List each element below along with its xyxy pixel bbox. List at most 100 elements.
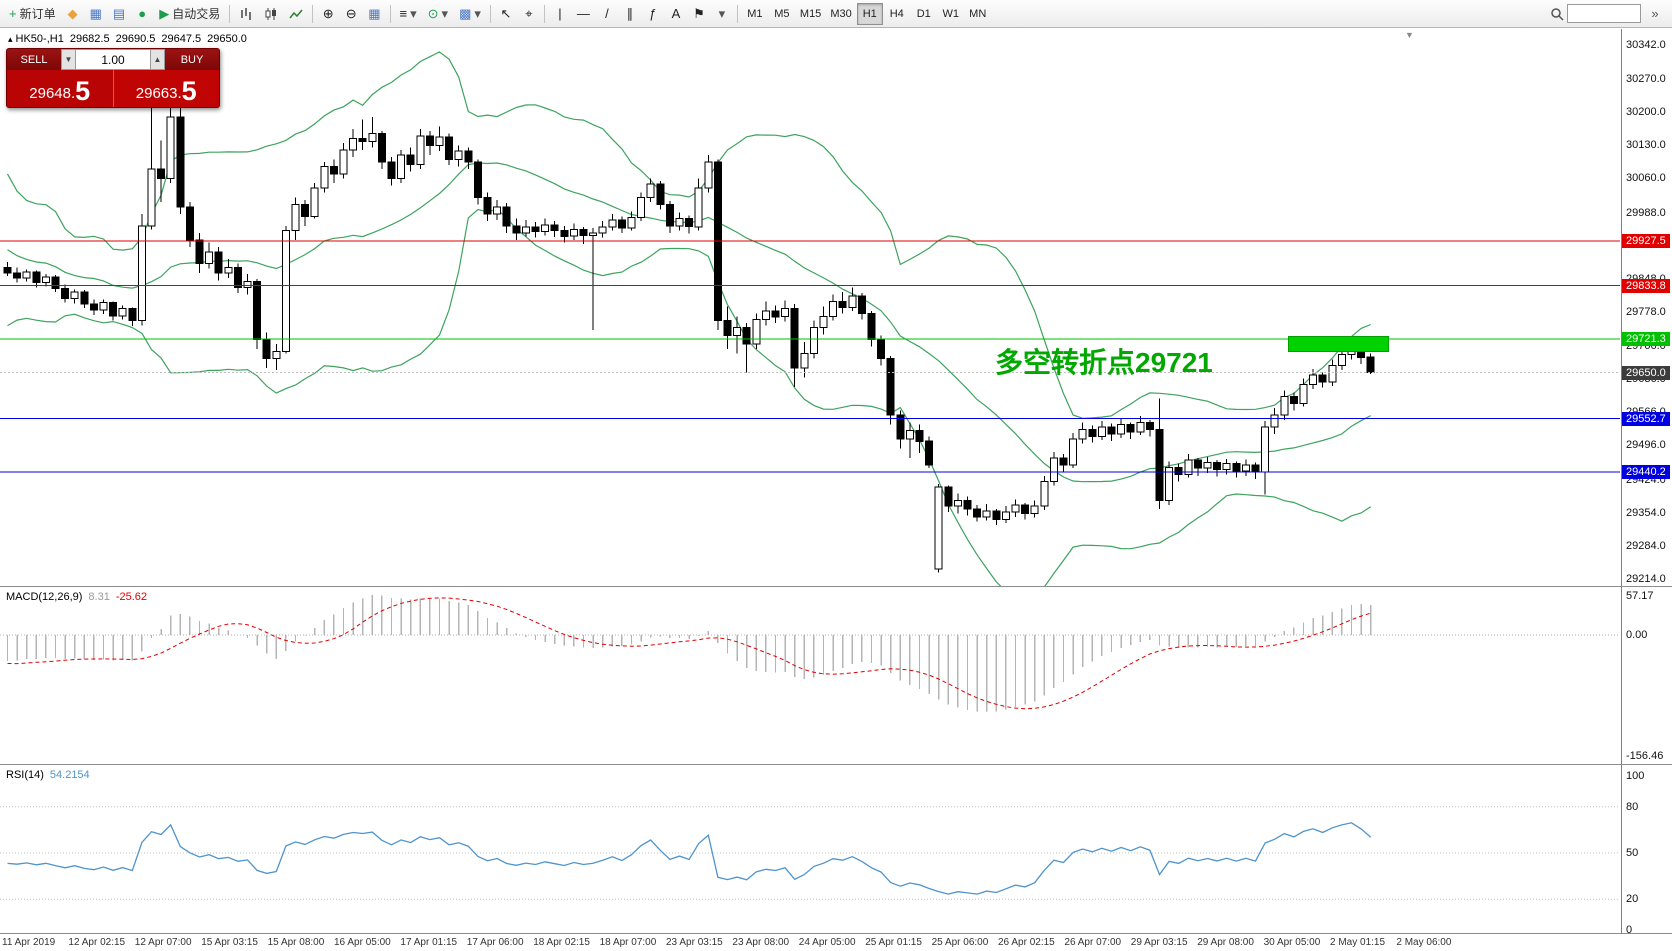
arrows-tool-button[interactable]: ⚑	[688, 3, 710, 25]
time-label: 18 Apr 07:00	[599, 937, 657, 948]
toolbar-separator	[543, 4, 545, 23]
volume-increase-button[interactable]: ▲	[150, 49, 165, 70]
timeframe-button-m30[interactable]: M30	[826, 3, 855, 25]
shapes-dropdown-button[interactable]: ▾	[711, 3, 733, 25]
buy-button[interactable]: BUY	[165, 49, 219, 70]
price-tick: 30060.0	[1626, 172, 1666, 185]
highlight-rectangle[interactable]	[1288, 336, 1389, 352]
sell-price-dot: .	[71, 85, 76, 102]
vertical-line-tool-button[interactable]: |	[549, 3, 571, 25]
timeframe-button-m1[interactable]: M1	[742, 3, 768, 25]
chart-annotation-text[interactable]: 多空转折点29721	[995, 347, 1213, 378]
play-icon: ▶	[159, 6, 170, 21]
bar-chart-mode-button[interactable]	[234, 3, 258, 25]
rsi-scale-label: 20	[1626, 893, 1639, 906]
timeframe-button-d1[interactable]: D1	[911, 3, 937, 25]
time-label: 30 Apr 05:00	[1263, 937, 1321, 948]
tile-windows-button[interactable]: ▦	[363, 3, 385, 25]
macd-signal-line	[7, 597, 1371, 710]
macd-scale-max: 57.17	[1626, 590, 1654, 602]
chevron-down-icon: ▾	[410, 6, 417, 21]
price-tick: 29214.0	[1626, 572, 1666, 585]
buy-price-main: 29663	[135, 85, 178, 102]
main-chart-canvas[interactable]	[0, 29, 1620, 586]
autotrading-button[interactable]: ▶ 自动交易	[154, 3, 225, 25]
templates-button[interactable]: ▩ ▾	[454, 3, 486, 25]
channel-tool-button[interactable]: ∥	[619, 3, 641, 25]
price-axis[interactable]: 30342.0 30270.0 30200.0 30130.0 30060.0 29988…	[1621, 29, 1672, 951]
volume-decrease-button[interactable]: ▼	[61, 49, 76, 70]
price-tick: 30342.0	[1626, 39, 1666, 51]
time-axis[interactable]: 11 Apr 2019 12 Apr 02:15 12 Apr 07:00 15 Ap…	[0, 933, 1672, 951]
rsi-scale-label: 100	[1626, 770, 1645, 782]
toolbar-separator	[736, 4, 738, 23]
zoom-in-button[interactable]: ⊕	[317, 3, 339, 25]
time-label: 16 Apr 05:00	[334, 937, 391, 948]
indicators-button[interactable]: ≡ ▾	[395, 3, 422, 25]
time-label: 25 Apr 01:15	[865, 937, 922, 948]
bollinger-lower-band	[7, 208, 1372, 586]
timeframe-button-w1[interactable]: W1	[938, 3, 964, 25]
sell-button[interactable]: SELL	[7, 49, 61, 70]
time-label: 18 Apr 02:15	[533, 937, 590, 948]
chevron-down-icon: ▾	[441, 6, 449, 21]
pane-separator[interactable]	[0, 586, 1672, 587]
new-order-button[interactable]: + 新订单	[4, 3, 61, 25]
new-order-label: 新订单	[19, 7, 56, 21]
navigator-icon[interactable]: ●	[131, 3, 153, 25]
pane-separator[interactable]	[0, 764, 1672, 765]
time-label: 12 Apr 07:00	[134, 937, 192, 948]
time-label: 23 Apr 03:15	[666, 937, 723, 948]
timeframe-button-m15[interactable]: M15	[796, 3, 825, 25]
search-area: »	[1550, 3, 1668, 25]
rsi-pane-canvas[interactable]	[0, 765, 1620, 932]
macd-pane-canvas[interactable]	[0, 587, 1620, 764]
chart-shift-marker[interactable]: ▼	[1405, 30, 1414, 40]
time-label: 15 Apr 03:15	[201, 937, 258, 948]
new-chart-icon[interactable]: ▦	[85, 3, 107, 25]
price-tick: 30130.0	[1626, 139, 1666, 152]
bollinger-bands	[6, 51, 1372, 586]
metaquotes-icon[interactable]: ◆	[62, 3, 84, 25]
bar-chart-icon	[241, 7, 251, 20]
sell-price-main: 29648	[29, 85, 71, 102]
time-label: 2 May 06:00	[1396, 937, 1452, 948]
macd-signal-value: -25.62	[115, 591, 148, 603]
time-label: 17 Apr 01:15	[400, 937, 458, 948]
symbol-title: HK50-,H1	[15, 33, 64, 45]
horizontal-line-objects[interactable]	[0, 240, 1620, 473]
buy-price-big-digit: 5	[181, 76, 197, 107]
rsi-scale-label: 80	[1626, 800, 1639, 813]
market-watch-icon[interactable]: ▤	[108, 3, 130, 25]
zoom-out-button[interactable]: ⊖	[340, 3, 362, 25]
timeframe-button-mn[interactable]: MN	[965, 3, 991, 25]
toolbar-separator	[489, 4, 491, 23]
price-tick: 30200.0	[1626, 106, 1666, 119]
search-input[interactable]	[1567, 4, 1641, 23]
horizontal-line-tool-button[interactable]: —	[572, 3, 595, 25]
rsi-label: RSI(14) 54.2154	[6, 769, 90, 781]
price-tick: 29778.0	[1626, 305, 1666, 318]
current-price-badge: 29650.0	[1622, 365, 1670, 380]
time-label: 26 Apr 07:00	[1064, 937, 1122, 948]
line-chart-mode-button[interactable]	[284, 3, 308, 25]
timeframe-button-h1[interactable]: H1	[856, 2, 883, 25]
crosshair-tool-button[interactable]: ⌖	[518, 3, 540, 25]
price-level-badge: 29927.5	[1622, 234, 1670, 249]
fibonacci-tool-button[interactable]: ƒ	[642, 3, 664, 25]
collapse-triangle-icon[interactable]: ▴	[8, 34, 13, 44]
volume-input[interactable]	[76, 49, 150, 70]
candlestick-mode-button[interactable]	[259, 3, 283, 25]
buy-price[interactable]: 29663. 5	[114, 70, 220, 107]
time-label: 29 Apr 08:00	[1197, 937, 1254, 948]
timeframe-button-h4[interactable]: H4	[884, 3, 910, 25]
expand-toolbar-button[interactable]: »	[1644, 3, 1666, 25]
cursor-tool-button[interactable]: ↖	[495, 3, 517, 25]
trendline-tool-button[interactable]: /	[596, 3, 618, 25]
chevron-down-icon: ▾	[718, 6, 726, 21]
timeframe-button-m5[interactable]: M5	[769, 3, 795, 25]
text-tool-button[interactable]: A	[665, 3, 687, 25]
periods-button[interactable]: ⊙ ▾	[423, 3, 453, 25]
sell-price[interactable]: 29648. 5	[7, 70, 114, 107]
macd-scale-min: -156.46	[1626, 750, 1664, 762]
